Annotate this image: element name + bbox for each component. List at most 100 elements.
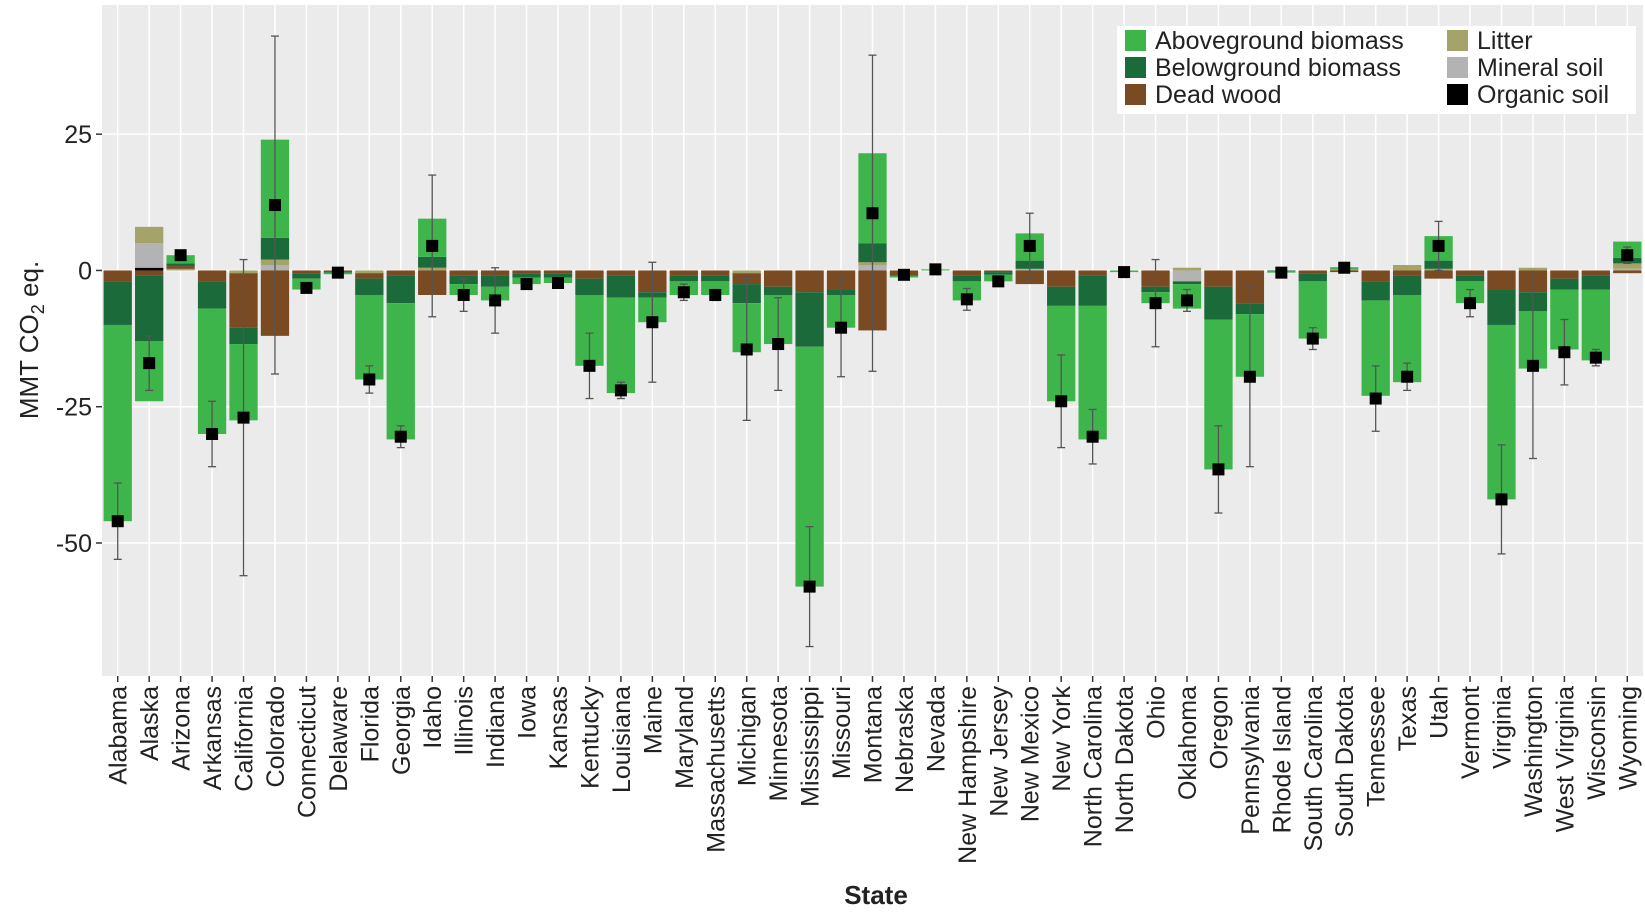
bar-segment [1298, 273, 1327, 282]
net-point [929, 263, 942, 276]
bar-segment [103, 281, 132, 325]
bar-segment [1078, 275, 1107, 306]
bar-segment [386, 275, 415, 304]
x-tick-label: Vermont [1457, 686, 1485, 779]
bar-segment [1424, 270, 1453, 279]
net-point [992, 275, 1005, 288]
bar-segment [1581, 270, 1610, 276]
net-point [111, 515, 124, 528]
bar-segment [1613, 263, 1642, 269]
x-tick-label: Delaware [325, 686, 353, 792]
net-point [1621, 249, 1634, 262]
bar-segment [669, 270, 698, 276]
x-tick-label: New Mexico [1017, 686, 1045, 822]
x-tick-label: Oregon [1205, 686, 1233, 769]
bar-segment [166, 266, 195, 269]
bar-segment [669, 275, 698, 282]
bar-segment [1581, 289, 1610, 361]
net-point [1118, 266, 1131, 279]
x-axis-title: State [844, 880, 908, 910]
x-tick-label: Montana [860, 686, 888, 783]
x-tick-label: Maryland [671, 686, 699, 789]
x-tick-label: New Jersey [985, 686, 1013, 817]
bar-segment [355, 270, 384, 274]
legend-background [1117, 26, 1636, 114]
x-tick-label: Louisiana [608, 686, 636, 793]
y-tick-label: 25 [64, 121, 92, 149]
net-point [1338, 261, 1351, 274]
legend-label: Organic soil [1477, 81, 1609, 109]
legend-swatch [1447, 57, 1468, 78]
net-point [677, 286, 690, 299]
x-tick-label: West Virginia [1551, 686, 1579, 832]
net-point [1212, 463, 1225, 476]
net-point [740, 343, 753, 356]
net-point [394, 430, 407, 443]
bar-segment [512, 270, 541, 274]
bar-segment [701, 281, 730, 295]
bar-segment [386, 270, 415, 276]
bar-segment [764, 270, 793, 287]
x-tick-label: Maine [639, 686, 667, 754]
bar-segment [135, 270, 164, 276]
net-point [960, 293, 973, 306]
net-point [772, 338, 785, 351]
legend-label: Aboveground biomass [1155, 27, 1404, 55]
net-point [1558, 346, 1571, 359]
net-point [1495, 493, 1508, 506]
y-tick-label: -25 [56, 394, 92, 422]
x-tick-label: New Hampshire [954, 686, 982, 864]
bar-segment [135, 226, 164, 244]
bar-segment [732, 270, 761, 274]
x-tick-label: Washington [1520, 686, 1548, 817]
net-point [583, 359, 596, 372]
bar-segment [512, 273, 541, 278]
bar-segment [1613, 270, 1642, 274]
net-point [457, 288, 470, 301]
x-tick-label: Nevada [922, 686, 950, 772]
x-tick-label: Arizona [168, 686, 196, 771]
bar-segment [952, 270, 981, 276]
x-tick-label: Illinois [451, 686, 479, 755]
x-tick-label: Idaho [419, 686, 447, 749]
bar-segment [795, 292, 824, 347]
net-marks [111, 35, 1634, 648]
net-point [1180, 294, 1193, 307]
x-tick-label: Iowa [514, 686, 542, 739]
net-point [646, 316, 659, 329]
y-axis-title-part: eq. [14, 261, 44, 304]
bar-segment [1392, 275, 1422, 295]
y-axis-title-part: MMT CO [14, 314, 44, 419]
bar-segment [355, 273, 384, 279]
bar-segment [606, 275, 636, 298]
bar-segment [135, 275, 164, 342]
net-point [206, 427, 219, 440]
legend-swatch [1447, 30, 1468, 51]
x-tick-label: Indiana [482, 686, 510, 768]
bar-segment [1047, 286, 1076, 306]
x-tick-label: Oklahoma [1174, 686, 1202, 800]
bar-segment [1172, 281, 1202, 285]
bar-segment [1078, 270, 1107, 276]
x-tick-label: North Carolina [1080, 686, 1108, 847]
bar-segment [197, 281, 227, 309]
bar-segment [1487, 289, 1516, 325]
bar-segment [166, 268, 195, 271]
x-tick-label: Mississippi [797, 686, 825, 807]
bar-segment [1361, 270, 1390, 282]
x-tick-label: Connecticut [293, 686, 321, 818]
x-tick-label: Kansas [545, 686, 573, 769]
bar-segment [1581, 275, 1610, 290]
bar-segment [543, 273, 573, 278]
net-point [363, 373, 376, 386]
legend-swatch [1447, 84, 1468, 105]
bar-segment [795, 270, 824, 293]
x-tick-label: Georgia [388, 686, 416, 775]
bar-segment [1455, 270, 1485, 276]
x-tick-label: Massachusetts [702, 686, 730, 853]
legend-swatch [1125, 57, 1146, 78]
legend-swatch [1125, 84, 1146, 105]
bar-segment [984, 272, 1013, 275]
legend-label: Belowground biomass [1155, 54, 1401, 82]
